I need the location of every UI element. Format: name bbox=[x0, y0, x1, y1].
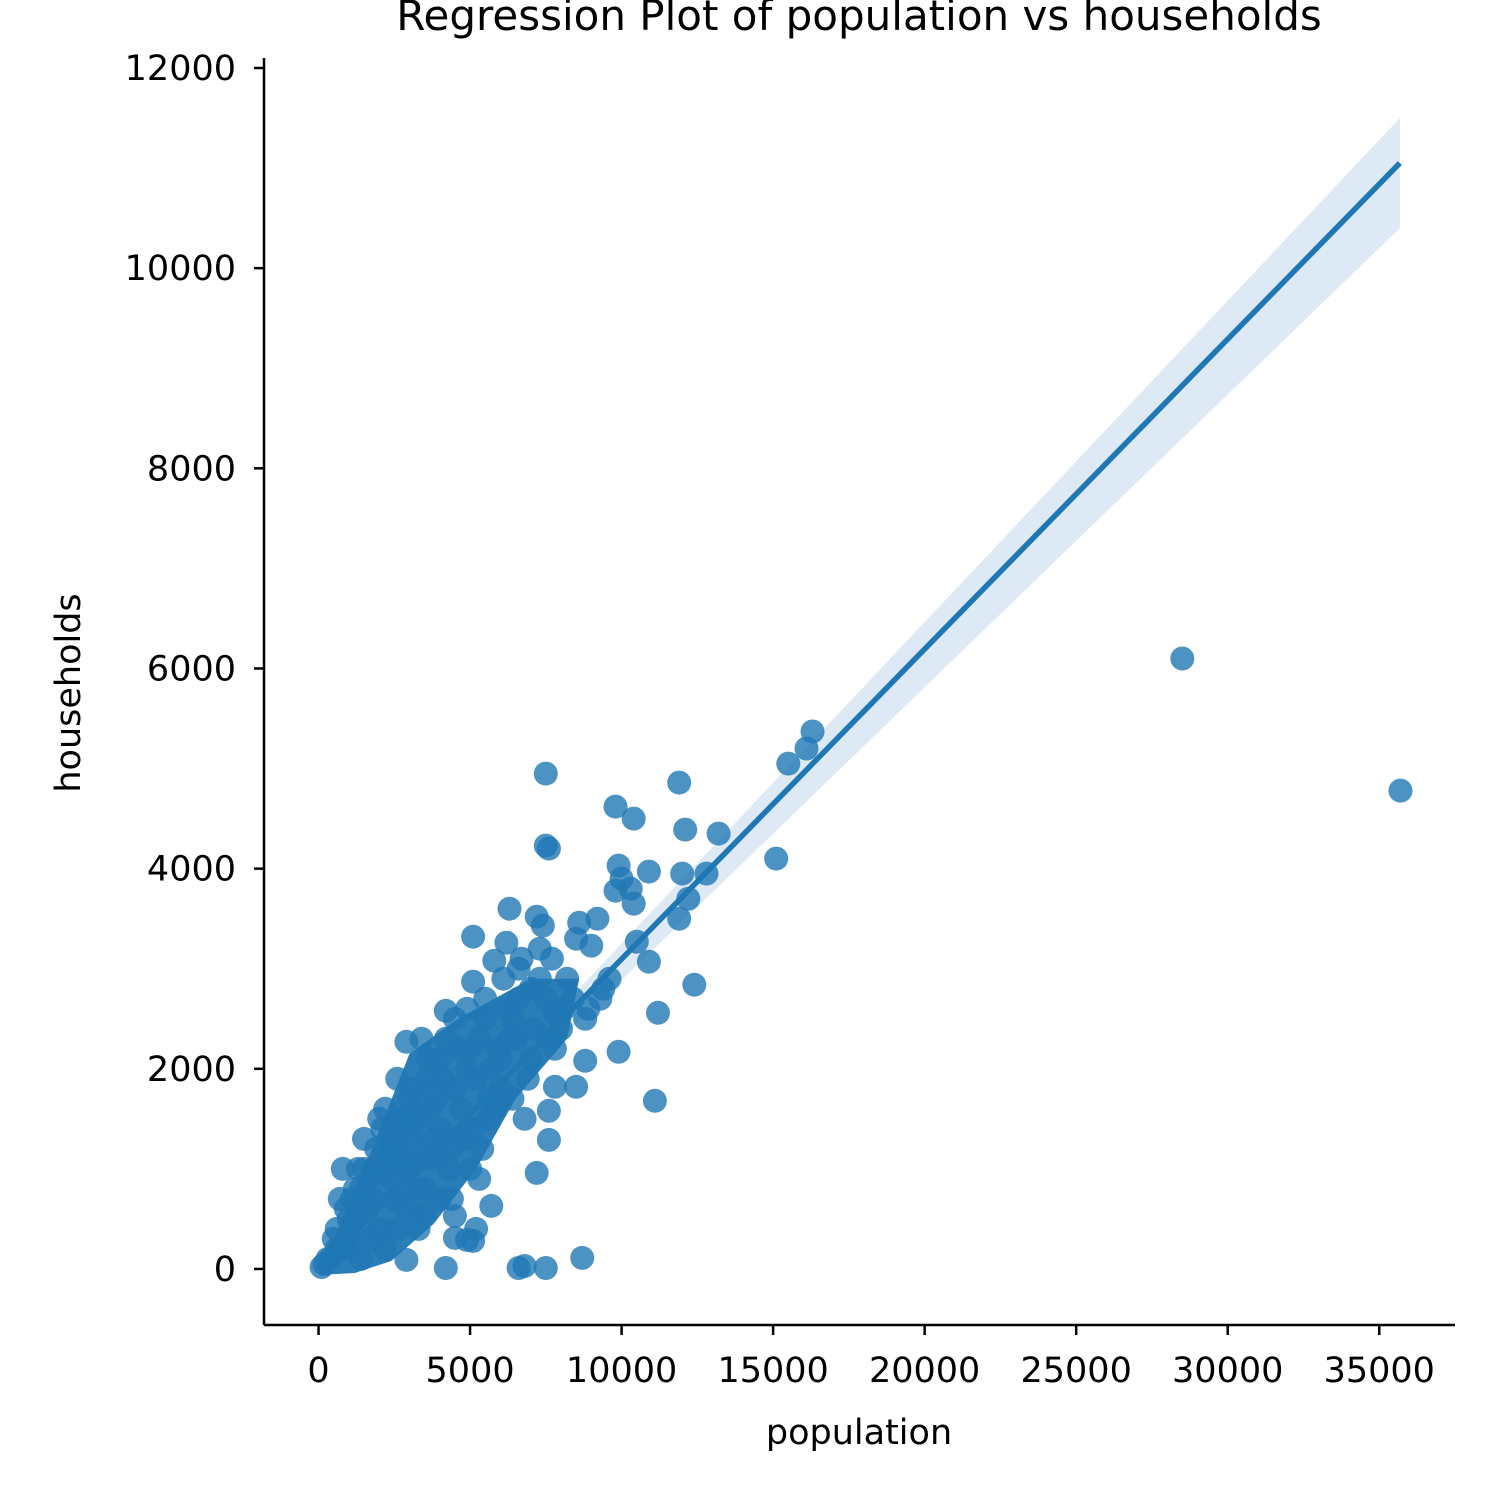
y-tick-label: 10000 bbox=[125, 249, 236, 289]
confidence-band bbox=[318, 118, 1400, 1273]
y-tick-label: 4000 bbox=[147, 850, 236, 890]
y-tick-label: 6000 bbox=[147, 649, 236, 689]
scatter-point bbox=[512, 1106, 537, 1131]
scatter-point bbox=[461, 969, 486, 994]
scatter-point bbox=[509, 946, 534, 971]
scatter-point bbox=[433, 1256, 458, 1280]
x-tick-label: 5000 bbox=[426, 1351, 515, 1391]
x-tick-label: 35000 bbox=[1324, 1351, 1435, 1391]
scatter-point bbox=[394, 1029, 419, 1054]
x-tick-label: 20000 bbox=[869, 1351, 980, 1391]
scatter-point bbox=[676, 886, 701, 911]
scatter-point bbox=[585, 906, 610, 931]
scatter-point bbox=[536, 1127, 561, 1152]
y-tick-label: 2000 bbox=[147, 1050, 236, 1090]
scatter-point bbox=[597, 966, 622, 991]
scatter-point bbox=[564, 1074, 589, 1099]
y-tick-label: 0 bbox=[214, 1250, 236, 1290]
scatter-point bbox=[673, 817, 698, 842]
scatter-point bbox=[461, 924, 486, 949]
scatter-point bbox=[667, 770, 692, 795]
scatter-point bbox=[542, 1074, 567, 1099]
scatter-point bbox=[1170, 646, 1195, 671]
y-ticks-layer: 0 2000 4000 6000 8000 10000 12000 bbox=[125, 49, 264, 1290]
x-axis-label: population bbox=[766, 1413, 952, 1453]
scatter-point bbox=[530, 913, 555, 938]
scatter-point bbox=[539, 946, 564, 971]
scatter-point bbox=[467, 1166, 492, 1191]
scatter-point bbox=[621, 806, 646, 831]
scatter-point bbox=[706, 821, 731, 846]
regression-line bbox=[316, 161, 1402, 1271]
x-tick-label: 30000 bbox=[1172, 1351, 1283, 1391]
scatter-point bbox=[667, 906, 692, 931]
y-axis-label: households bbox=[49, 593, 89, 792]
y-tick-label: 12000 bbox=[125, 49, 236, 89]
scatter-point bbox=[636, 859, 661, 884]
scatter-point bbox=[482, 948, 507, 973]
scatter-point bbox=[570, 1245, 595, 1270]
x-ticks-layer: 0 5000 10000 15000 20000 25000 30000 35000 bbox=[307, 1325, 1435, 1391]
scatter-point bbox=[494, 930, 519, 955]
scatter-point bbox=[636, 949, 661, 974]
scatter-point bbox=[394, 1247, 419, 1272]
scatter-point bbox=[603, 794, 628, 819]
scatter-point bbox=[497, 896, 522, 921]
scatter-point bbox=[682, 972, 707, 997]
scatter-point bbox=[491, 966, 516, 991]
scatter-point bbox=[670, 861, 695, 886]
scatter-point bbox=[646, 1000, 670, 1025]
scatter-point bbox=[800, 719, 825, 744]
scatter-point bbox=[764, 846, 789, 871]
confidence-band-layer bbox=[318, 118, 1400, 1273]
regression-line-layer bbox=[316, 161, 1402, 1271]
scatter-point bbox=[533, 761, 558, 786]
scatter-point bbox=[536, 1098, 561, 1123]
scatter-point bbox=[573, 1048, 598, 1073]
scatter-point bbox=[579, 933, 604, 958]
x-tick-label: 0 bbox=[307, 1351, 329, 1391]
scatter-point bbox=[524, 1160, 549, 1185]
chart-title: Regression Plot of population vs househo… bbox=[396, 0, 1322, 40]
scatter-point bbox=[588, 986, 613, 1011]
x-tick-label: 15000 bbox=[717, 1351, 828, 1391]
scatter-point bbox=[606, 1039, 631, 1064]
scatter-point bbox=[512, 1254, 537, 1278]
scatter-point bbox=[621, 891, 646, 916]
scatter-point bbox=[1388, 778, 1413, 803]
x-tick-label: 10000 bbox=[566, 1351, 677, 1391]
scatter-point bbox=[461, 1228, 486, 1253]
scatter-point bbox=[642, 1088, 667, 1113]
x-tick-label: 25000 bbox=[1021, 1351, 1132, 1391]
y-tick-label: 8000 bbox=[147, 449, 236, 489]
scatter-points-layer bbox=[309, 646, 1413, 1280]
scatter-point bbox=[536, 836, 561, 861]
scatter-point bbox=[479, 1193, 504, 1218]
scatter-point bbox=[533, 1256, 558, 1280]
scatter-point bbox=[776, 751, 801, 776]
